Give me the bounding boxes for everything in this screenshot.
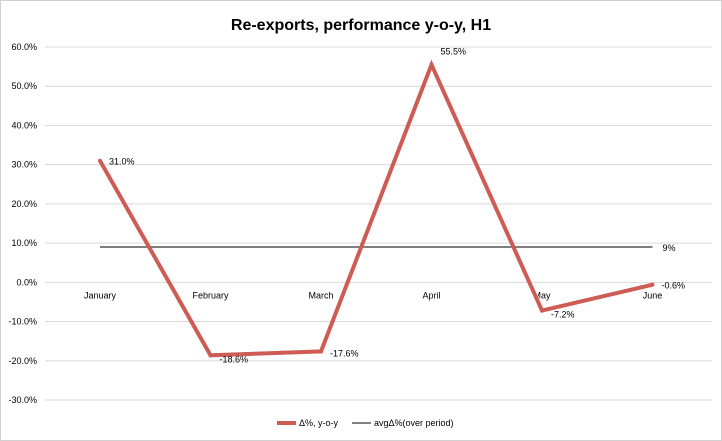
x-axis-ticks: January February March April May June bbox=[84, 290, 662, 300]
data-point bbox=[98, 158, 102, 163]
data-label: -7.2% bbox=[551, 310, 575, 320]
chart-title: Re-exports, performance y-o-y, H1 bbox=[231, 17, 491, 34]
data-point bbox=[319, 349, 323, 354]
legend: Δ%, y-o-y avgΔ%(over period) bbox=[277, 418, 454, 428]
y-tick-label: 40.0% bbox=[11, 120, 37, 130]
data-point bbox=[208, 353, 213, 358]
data-label: 31.0% bbox=[109, 157, 135, 167]
x-tick-label: March bbox=[308, 290, 333, 300]
data-label: -17.6% bbox=[330, 348, 359, 358]
y-tick-label: 60.0% bbox=[11, 42, 37, 52]
x-tick-label: May bbox=[533, 290, 551, 300]
y-tick-label: -30.0% bbox=[8, 395, 37, 405]
y-tick-label: 50.0% bbox=[11, 81, 37, 91]
series bbox=[98, 59, 655, 358]
x-tick-label: January bbox=[84, 290, 117, 300]
data-point bbox=[650, 282, 655, 287]
x-tick-label: June bbox=[643, 290, 663, 300]
y-tick-label: 0.0% bbox=[16, 277, 37, 287]
x-tick-label: April bbox=[422, 290, 440, 300]
y-tick-label: 30.0% bbox=[11, 160, 37, 170]
data-label: -0.6% bbox=[662, 281, 686, 291]
y-tick-label: 20.0% bbox=[11, 199, 37, 209]
data-labels: 9% 31.0% -18.6% -17.6% 55.5% -7.2% -0.6% bbox=[109, 47, 685, 365]
y-tick-label: -10.0% bbox=[8, 317, 37, 327]
legend-label-average: avgΔ%(over period) bbox=[374, 418, 454, 428]
series-line-yoy bbox=[98, 59, 653, 358]
data-point bbox=[540, 308, 544, 313]
data-label: 55.5% bbox=[441, 47, 467, 57]
y-axis-ticks: 60.0% 50.0% 40.0% 30.0% 20.0% 10.0% 0.0% -10.0%… bbox=[8, 42, 37, 405]
legend-label-yoy: Δ%, y-o-y bbox=[299, 418, 339, 428]
y-tick-label: 10.0% bbox=[11, 238, 37, 248]
x-tick-label: February bbox=[192, 290, 229, 300]
data-label: -18.6% bbox=[220, 354, 249, 364]
y-tick-label: -20.0% bbox=[8, 356, 37, 366]
data-point bbox=[429, 62, 434, 67]
average-line-label: 9% bbox=[663, 243, 676, 253]
